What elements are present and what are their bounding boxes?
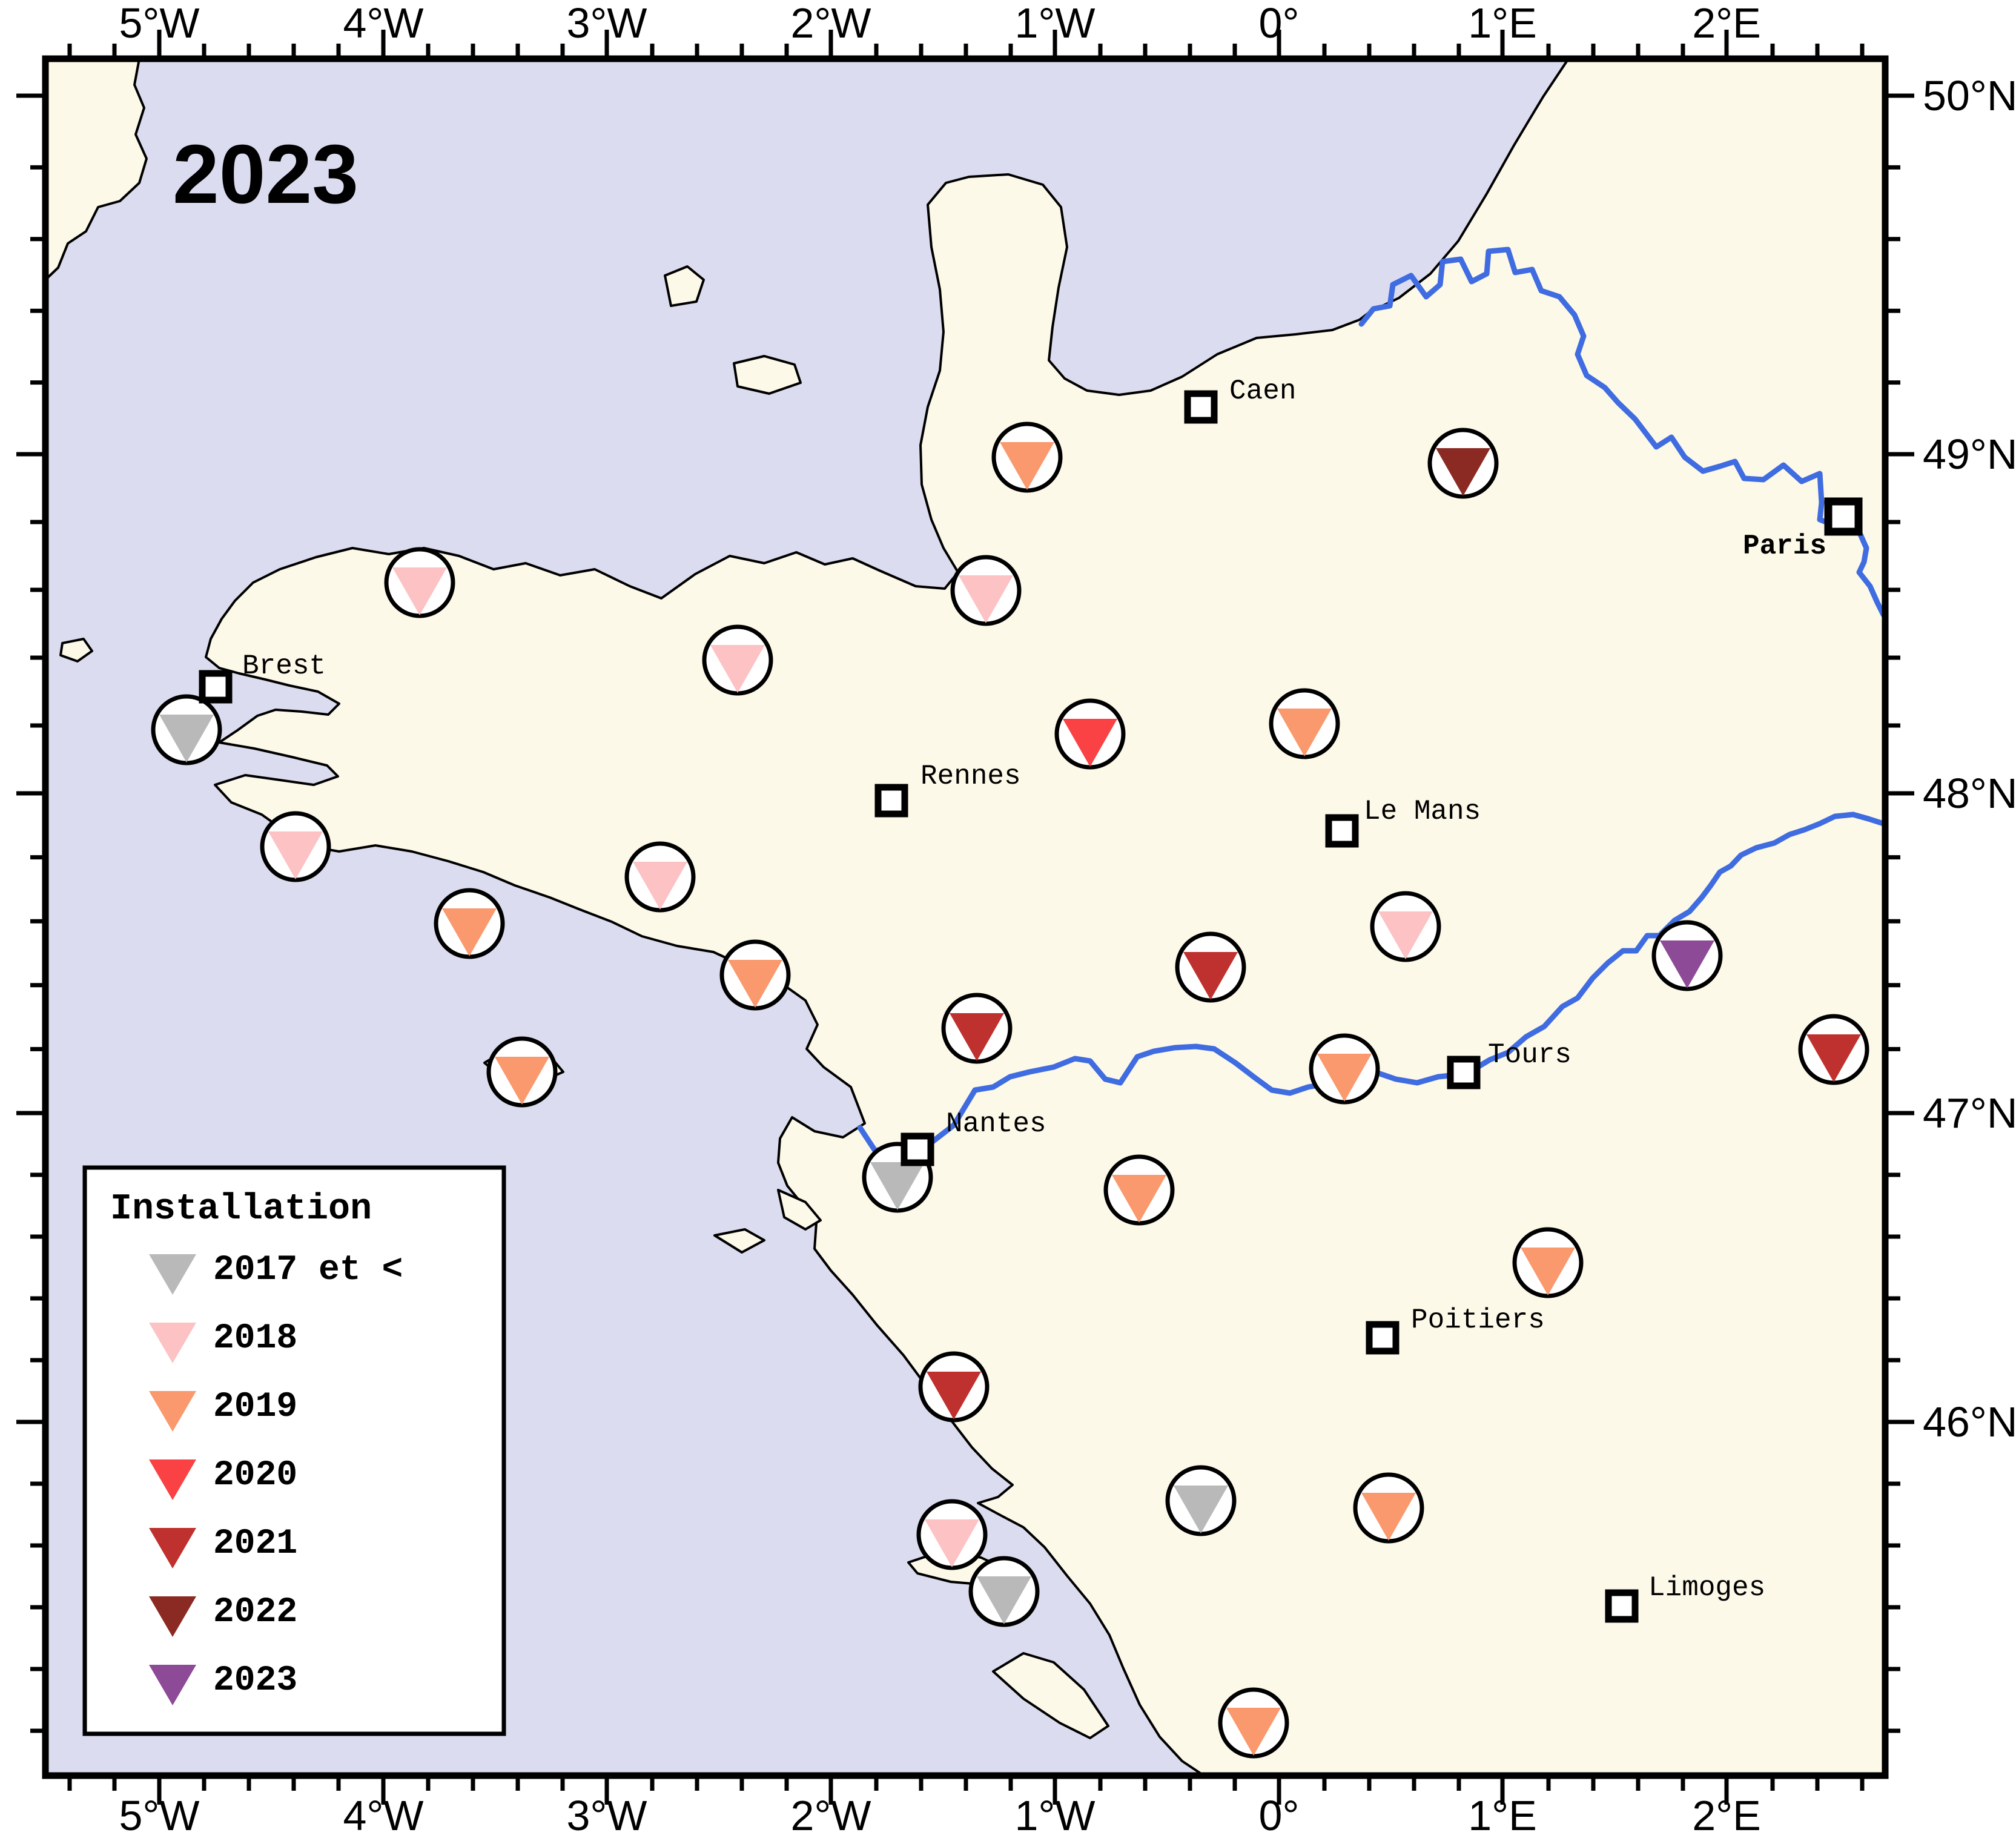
lat-label-right: 50°N [1923, 72, 2016, 119]
installation-marker [153, 696, 220, 763]
legend-entry-2021: 2021 [149, 1524, 297, 1568]
installation-marker [1800, 1016, 1867, 1083]
city-label: Tours [1488, 1039, 1571, 1071]
lon-label-top: 0° [1259, 0, 1300, 47]
city-label: Paris [1743, 530, 1826, 562]
installation-marker [920, 1353, 987, 1420]
installation-marker [489, 1039, 555, 1105]
lat-label-right: 46°N [1923, 1398, 2016, 1446]
installation-marker [262, 813, 329, 880]
city-square [1369, 1324, 1396, 1351]
legend-entry-label: 2021 [213, 1524, 297, 1564]
installation-marker [722, 942, 788, 1008]
lon-label-bottom: 0° [1259, 1792, 1300, 1838]
lon-label-top: 4°W [343, 0, 424, 47]
legend-entry-label: 2022 [213, 1593, 297, 1632]
city-square [1450, 1059, 1477, 1086]
legend-entry-2018: 2018 [149, 1319, 297, 1363]
map-year-title: 2023 [173, 128, 359, 221]
installation-marker [1430, 430, 1496, 497]
city-square [1188, 394, 1214, 420]
legend-entry-2019: 2019 [149, 1387, 297, 1432]
legend-entry-label: 2019 [213, 1387, 297, 1427]
legend: Installation 2017 et < 2018 2019 2020 2021 20… [85, 1168, 504, 1734]
installation-marker [1515, 1229, 1581, 1296]
legend-entry-label: 2020 [213, 1456, 297, 1495]
installation-marker [1355, 1475, 1422, 1541]
installation-marker [1057, 701, 1123, 767]
city-square [878, 787, 905, 814]
installation-marker [944, 995, 1010, 1062]
city-label: Nantes [946, 1108, 1046, 1140]
lat-label-right: 47°N [1923, 1089, 2016, 1137]
installation-marker [953, 557, 1019, 624]
installation-marker [1177, 934, 1244, 1000]
installation-marker [1106, 1157, 1172, 1223]
legend-entry-label: 2017 et < [213, 1251, 403, 1290]
city-label: Brest [242, 650, 326, 682]
installation-marker [971, 1558, 1037, 1625]
city-label: Rennes [920, 761, 1021, 792]
installation-marker [1220, 1690, 1287, 1756]
installation-marker [386, 549, 453, 616]
city-square [1329, 818, 1355, 844]
legend-entry-2022: 2022 [149, 1593, 297, 1637]
installation-marker [1271, 690, 1338, 757]
installation-marker [1168, 1467, 1234, 1534]
city-label: Le Mans [1364, 796, 1481, 827]
installation-marker [919, 1501, 985, 1568]
installation-marker [1372, 893, 1439, 960]
city-label: Poitiers [1411, 1304, 1545, 1336]
lon-label-top: 1°W [1015, 0, 1096, 47]
lon-label-bottom: 2°E [1692, 1792, 1761, 1838]
legend-entry-2023: 2023 [149, 1661, 297, 1705]
installation-marker [627, 844, 693, 910]
installation-marker [1311, 1036, 1378, 1102]
city-square [904, 1136, 931, 1163]
lon-label-top: 5°W [119, 0, 200, 47]
lon-label-bottom: 1°E [1468, 1792, 1537, 1838]
lon-label-top: 2°W [791, 0, 871, 47]
installation-marker [994, 424, 1060, 491]
legend-entry-label: 2018 [213, 1319, 297, 1358]
lon-label-bottom: 3°W [567, 1792, 647, 1838]
lon-label-bottom: 5°W [119, 1792, 200, 1838]
city-square [1608, 1593, 1635, 1619]
installation-marker [436, 890, 503, 957]
lon-label-top: 3°W [567, 0, 647, 47]
lon-label-bottom: 4°W [343, 1792, 424, 1838]
installation-marker [1654, 922, 1720, 989]
city-square [202, 673, 229, 700]
legend-entry-2020: 2020 [149, 1456, 297, 1500]
lon-label-bottom: 1°W [1015, 1792, 1096, 1838]
legend-entry-label: 2023 [213, 1661, 297, 1701]
lat-label-right: 48°N [1923, 770, 2016, 817]
city-label: Limoges [1648, 1572, 1765, 1604]
legend-title: Installation [110, 1189, 372, 1230]
lon-label-bottom: 2°W [791, 1792, 871, 1838]
lon-label-top: 1°E [1468, 0, 1537, 47]
installation-marker [704, 627, 771, 693]
city-square [1828, 501, 1859, 532]
lon-label-top: 2°E [1692, 0, 1761, 47]
city-label: Caen [1229, 375, 1296, 407]
lat-label-right: 49°N [1923, 431, 2016, 478]
